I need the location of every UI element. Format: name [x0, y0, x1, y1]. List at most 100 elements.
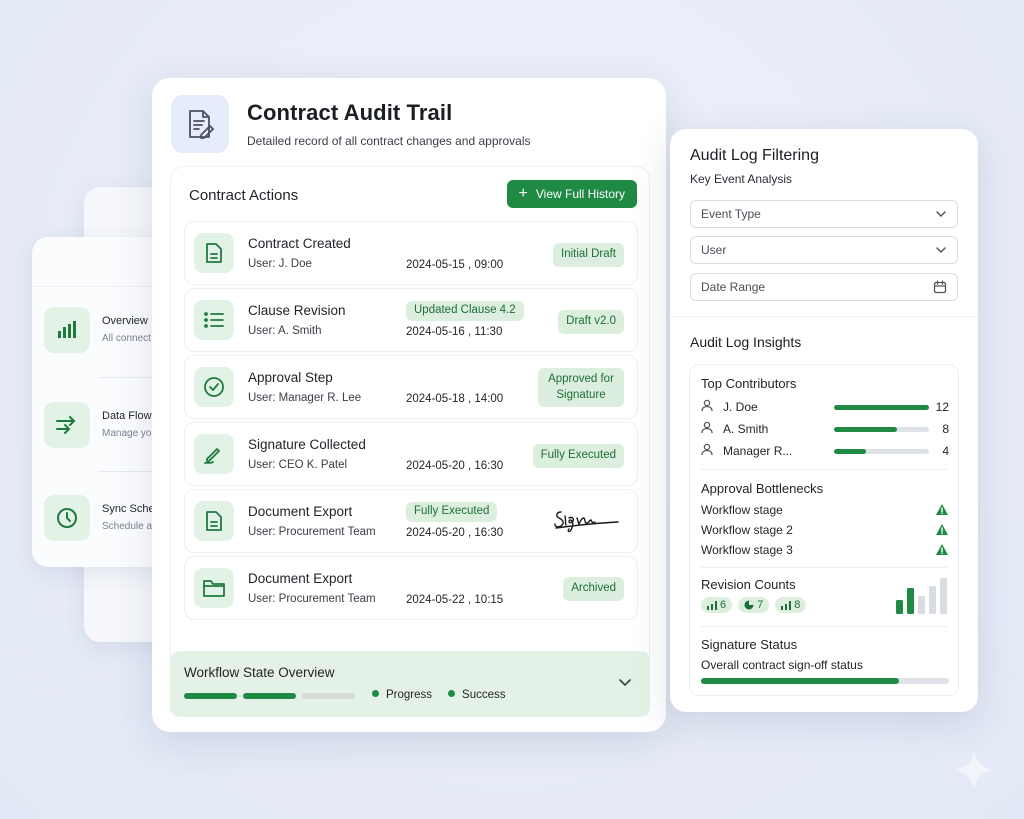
section-subtitle: Overall contract sign-off status — [701, 658, 863, 672]
action-user: User: CEO K. Patel — [248, 459, 348, 471]
action-title: Clause Revision — [248, 303, 346, 318]
side-item-subtitle: All connect — [102, 333, 151, 344]
divider — [701, 626, 947, 627]
insights-title: Audit Log Insights — [690, 334, 802, 350]
chevron-down-icon — [936, 211, 946, 218]
contributor-count: 8 — [942, 422, 949, 436]
contributor-name: A. Smith — [723, 422, 769, 436]
contributor-bar — [834, 448, 929, 454]
action-date: 2024-05-20 , 16:30 — [406, 460, 504, 472]
side-item-overview[interactable]: Overview All connect — [44, 307, 174, 389]
action-date: 2024-05-20 , 16:30 — [406, 527, 504, 539]
button-label: View Full History — [535, 187, 625, 201]
revision-count: 7 — [757, 599, 764, 611]
action-user: User: Procurement Team — [248, 593, 376, 605]
revision-pill: 6 — [701, 597, 733, 613]
list-item[interactable]: Document Export User: Procurement Team 2… — [184, 556, 638, 620]
filter-subtitle: Key Event Analysis — [690, 172, 793, 186]
action-date: 2024-05-15 , 09:00 — [406, 259, 504, 271]
contributor-bar — [834, 426, 929, 432]
side-item-sync-schedule[interactable]: Sync Sche Schedule a — [44, 495, 174, 577]
action-date: 2024-05-16 , 11:30 — [406, 326, 503, 338]
divider — [98, 471, 172, 472]
clock-icon — [44, 495, 90, 541]
folder-icon — [194, 568, 234, 608]
action-title: Document Export — [248, 571, 353, 586]
warning-icon — [936, 544, 948, 555]
workflow-title: Workflow State Overview — [184, 665, 335, 680]
status-badge: Fully Executed — [532, 444, 624, 468]
view-full-history-button[interactable]: + View Full History — [506, 180, 637, 208]
bar-chart-icon — [707, 600, 717, 610]
date-range-input[interactable]: Date Range — [690, 273, 958, 301]
action-title: Document Export — [248, 504, 353, 519]
mini-bar — [929, 586, 936, 614]
status-badge: Archived — [563, 577, 624, 601]
side-item-title: Data Flow — [102, 410, 152, 422]
status-badge: Approved for Signature — [538, 368, 624, 408]
list-item[interactable]: Signature Collected User: CEO K. Patel 2… — [184, 422, 638, 486]
legend-item: Progress — [372, 689, 432, 701]
transfer-arrows-icon — [44, 402, 90, 448]
card-header: Contract Audit Trail Detailed record of … — [171, 94, 647, 154]
revision-pill: 8 — [775, 597, 807, 613]
event-type-select[interactable]: Event Type — [690, 200, 958, 228]
filter-title: Audit Log Filtering — [690, 147, 819, 164]
section-title: Top Contributors — [701, 376, 797, 391]
section-title: Contract Actions — [189, 187, 299, 204]
chevron-down-icon — [936, 247, 946, 254]
mini-bar — [896, 600, 903, 614]
insights-panel: Top Contributors J. Doe 12 A. Smith 8 Ma… — [689, 364, 959, 696]
list-item[interactable]: Document Export User: Procurement Team 2… — [184, 489, 638, 553]
divider — [670, 316, 978, 317]
warning-icon — [936, 504, 948, 515]
inline-badge: Updated Clause 4.2 — [406, 301, 524, 321]
audit-log-filter-card: Audit Log Filtering Key Event Analysis E… — [670, 129, 978, 712]
list-item[interactable]: Contract Created User: J. Doe 2024-05-15… — [184, 221, 638, 285]
side-nav-card: Overview All connect Data Flow Manage yo… — [32, 237, 172, 567]
user-icon — [701, 399, 717, 415]
side-item-data-flow[interactable]: Data Flow Manage yo — [44, 402, 174, 484]
pen-icon — [194, 434, 234, 474]
contributor-bar-fill — [834, 426, 898, 432]
action-title: Signature Collected — [248, 437, 366, 452]
workflow-legend: Progress Success — [372, 689, 506, 701]
contributor-bar — [834, 404, 929, 410]
workflow-state-overview[interactable]: Workflow State Overview Progress Success — [170, 651, 650, 717]
user-select[interactable]: User — [690, 236, 958, 264]
document-icon — [194, 501, 234, 541]
revision-count: 8 — [794, 599, 801, 611]
action-title: Approval Step — [248, 370, 333, 385]
mini-bar — [940, 578, 947, 614]
action-user: User: Manager R. Lee — [248, 392, 362, 404]
side-item-subtitle: Manage yo — [102, 428, 152, 439]
side-item-title: Sync Sche — [102, 503, 155, 515]
contributor-row: A. Smith 8 — [701, 419, 949, 439]
contributor-count: 4 — [942, 444, 949, 458]
warning-icon — [936, 524, 948, 535]
divider — [701, 469, 947, 470]
contract-actions-panel: Contract Actions + View Full History Con… — [170, 166, 650, 714]
mini-bar — [918, 596, 925, 614]
contributor-row: J. Doe 12 — [701, 397, 949, 417]
bottleneck-label: Workflow stage — [701, 503, 783, 517]
progress-segment — [302, 693, 355, 699]
inline-badge: Fully Executed — [406, 502, 498, 522]
bar-chart-icon — [44, 307, 90, 353]
actions-list: Contract Created User: J. Doe 2024-05-15… — [184, 221, 638, 623]
legend-label: Progress — [386, 689, 433, 701]
bottleneck-row: Workflow stage — [701, 503, 949, 517]
revision-pills: 6 7 8 — [701, 597, 807, 613]
section-title: Revision Counts — [701, 577, 796, 592]
side-item-subtitle: Schedule a — [102, 521, 153, 532]
list-item[interactable]: Clause Revision User: A. Smith 2024-05-1… — [184, 288, 638, 352]
progress-segment — [243, 693, 296, 699]
user-icon — [701, 421, 717, 437]
signature-progress — [701, 678, 949, 684]
side-item-title: Overview — [102, 315, 148, 327]
action-date: 2024-05-22 , 10:15 — [406, 594, 504, 606]
pie-chart-icon — [744, 600, 754, 610]
chevron-down-icon[interactable] — [618, 675, 632, 693]
list-item[interactable]: Approval Step User: Manager R. Lee 2024-… — [184, 355, 638, 419]
status-badge: Draft v2.0 — [558, 310, 624, 334]
